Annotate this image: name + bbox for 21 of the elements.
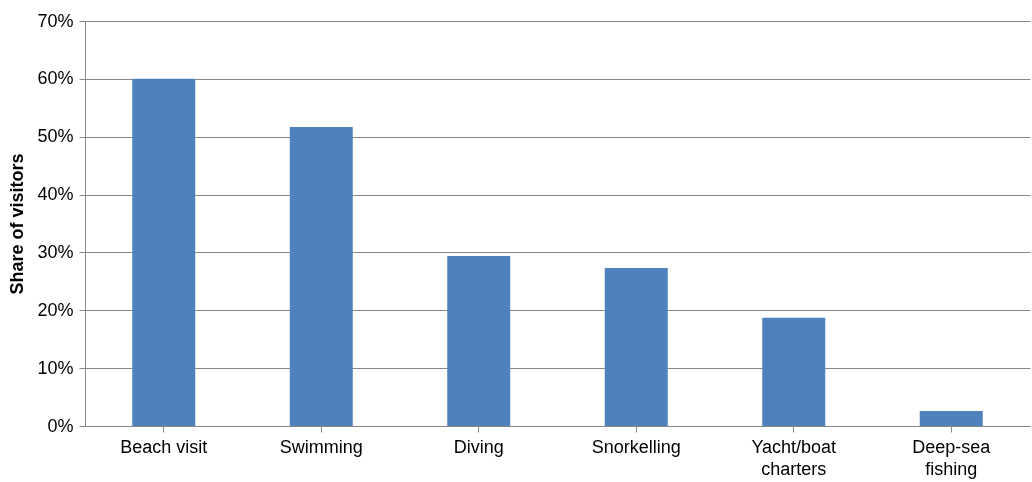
y-tick-label: 10% [37, 357, 74, 378]
y-tick-label: 50% [37, 126, 74, 147]
x-tick-label: Swimming [279, 436, 363, 457]
bar [447, 255, 511, 426]
x-tick-label: Deep-sea fishing [912, 436, 992, 479]
bar [132, 78, 196, 426]
bar [289, 126, 353, 426]
y-tick-label: 40% [37, 184, 74, 205]
x-tick-label: Diving [453, 436, 504, 457]
y-tick-label: 60% [37, 68, 74, 89]
x-tick-label: Snorkelling [591, 436, 681, 457]
y-tick-label: 70% [37, 10, 74, 31]
y-tick-label: 20% [37, 299, 74, 320]
y-axis-title: Share of visitors [7, 153, 28, 295]
bar [604, 268, 668, 426]
x-tick-label: Yacht/boat charters [751, 436, 837, 479]
x-tick-label: Beach visit [120, 436, 208, 457]
bar [919, 410, 983, 426]
y-tick-label: 30% [37, 241, 74, 262]
y-tick-label: 0% [47, 415, 74, 436]
bar [762, 317, 826, 426]
